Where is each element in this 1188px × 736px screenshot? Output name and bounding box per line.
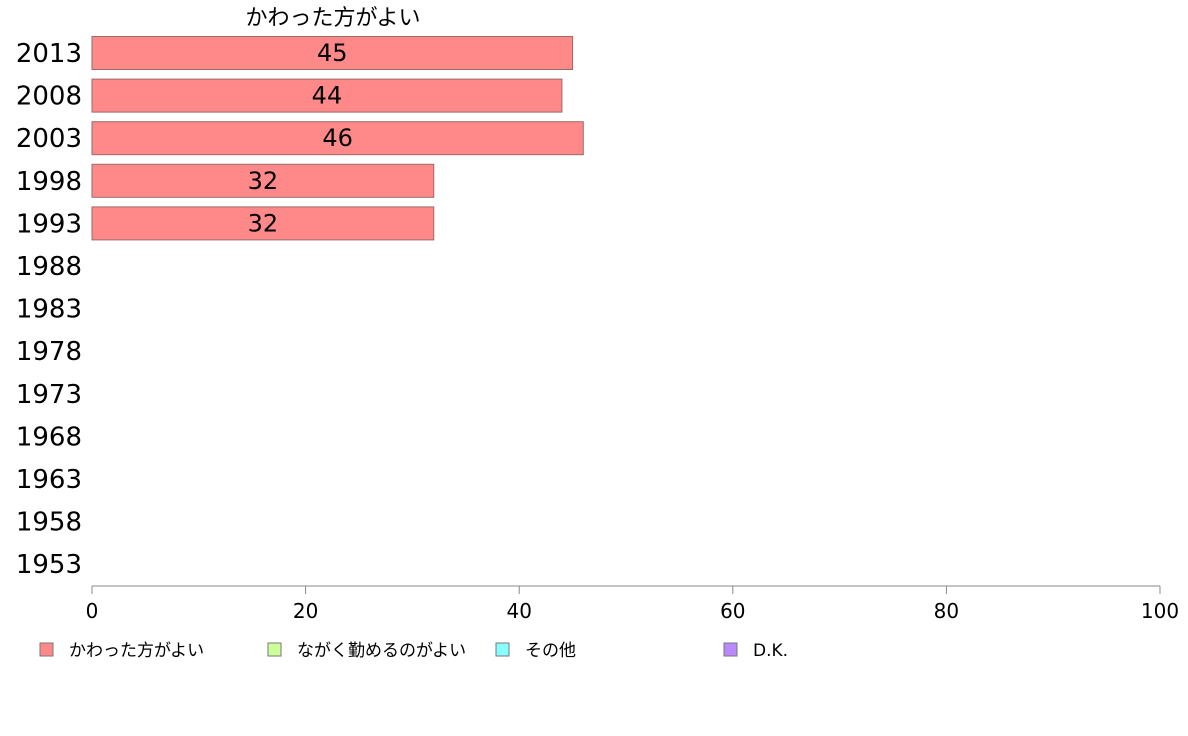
year-label-1953: 1953	[16, 550, 82, 580]
year-labels: 2013 2008 2003 1998 1993 1988 1983 1978 1973 1968…	[16, 39, 82, 580]
legend-swatch-3	[723, 642, 738, 657]
year-label-1998: 1998	[16, 167, 82, 197]
legend-label-1: ながく勤めるのがよい	[297, 641, 466, 661]
year-label-1973: 1973	[16, 380, 82, 410]
series-column-title: かわった方がよい	[246, 6, 421, 31]
year-label-1958: 1958	[16, 508, 82, 538]
bar-label-2008: 44	[312, 82, 343, 110]
year-label-1968: 1968	[16, 422, 82, 452]
year-label-2008: 2008	[16, 82, 82, 112]
legend: かわった方がよい ながく勤めるのがよい その他 D.K.	[39, 641, 788, 661]
legend-swatch-2	[495, 642, 510, 657]
year-label-1983: 1983	[16, 295, 82, 325]
bar-label-1998: 32	[248, 167, 279, 195]
bar-label-2003: 46	[322, 124, 353, 152]
legend-swatch-0	[39, 642, 54, 657]
bar-1998-s0	[91, 163, 435, 198]
legend-swatch-1	[267, 642, 282, 657]
legend-label-2: その他	[525, 641, 576, 661]
year-label-1993: 1993	[16, 209, 82, 239]
legend-label-0: かわった方がよい	[69, 641, 204, 661]
x-tick-label-40: 40	[506, 599, 531, 623]
x-tick-label-0: 0	[86, 599, 99, 623]
bars: 45 44 46 32 32	[91, 36, 584, 241]
bar-2008-s0	[91, 78, 563, 113]
bar-label-1993: 32	[248, 209, 279, 237]
x-tick-label-60: 60	[720, 599, 745, 623]
bar-label-2013: 45	[317, 39, 348, 67]
year-label-1978: 1978	[16, 337, 82, 367]
x-tick-label-100: 100	[1141, 599, 1179, 623]
x-tick-label-20: 20	[293, 599, 318, 623]
year-label-2003: 2003	[16, 124, 82, 154]
legend-label-3: D.K.	[753, 641, 788, 661]
year-label-2013: 2013	[16, 39, 82, 69]
year-label-1988: 1988	[16, 252, 82, 282]
x-tick-label-80: 80	[934, 599, 959, 623]
bar-2003-s0	[91, 121, 584, 156]
x-axis: 0 20 40 60 80 100	[86, 585, 1179, 623]
year-label-1963: 1963	[16, 465, 82, 495]
bar-1993-s0	[91, 206, 435, 241]
bar-2013-s0	[91, 36, 574, 70]
